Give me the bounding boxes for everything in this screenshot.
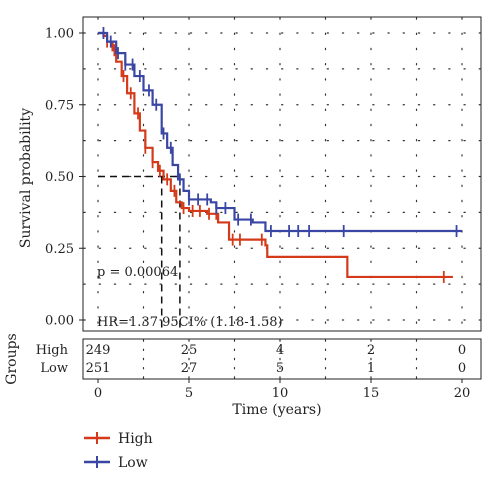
risk-value-low: 1 bbox=[367, 361, 375, 376]
grid bbox=[83, 17, 481, 331]
survival-curve-high bbox=[98, 31, 453, 279]
risk-value-low: 5 bbox=[276, 361, 284, 376]
y-tick-label: 0.25 bbox=[45, 242, 74, 257]
x-axis-label: Time (years) bbox=[232, 402, 321, 418]
risk-table-grid bbox=[142, 339, 418, 379]
risk-value-high: 4 bbox=[276, 343, 284, 358]
risk-table-title: Groups bbox=[4, 333, 20, 384]
risk-value-high: 2 bbox=[367, 343, 375, 358]
x-tick-label: 20 bbox=[454, 386, 471, 401]
y-axis-label: Survival probability bbox=[18, 108, 34, 248]
risk-value-low: 27 bbox=[181, 361, 198, 376]
legend: High Low bbox=[84, 431, 153, 471]
risk-value-low: 251 bbox=[86, 361, 111, 376]
pvalue-annotation: p = 0.00064 bbox=[97, 265, 178, 280]
risk-value-high: 0 bbox=[458, 343, 466, 358]
y-tick-label: 0.00 bbox=[45, 314, 74, 329]
y-tick-label: 0.75 bbox=[45, 98, 74, 113]
risk-row-label-high: High bbox=[36, 343, 69, 358]
y-tick-label: 0.50 bbox=[45, 170, 74, 185]
median-lines bbox=[98, 175, 181, 331]
x-tick-label: 0 bbox=[94, 386, 102, 401]
risk-value-high: 25 bbox=[181, 343, 198, 358]
x-tick-label: 15 bbox=[363, 386, 380, 401]
risk-value-high: 249 bbox=[86, 343, 111, 358]
risk-table-panel bbox=[82, 338, 482, 380]
x-tick-label: 10 bbox=[272, 386, 289, 401]
survival-curves bbox=[98, 27, 462, 283]
risk-row-label-low: Low bbox=[40, 361, 68, 376]
hr-annotation: HR=1.37 95CI% (1.18-1.58) bbox=[97, 315, 283, 330]
risk-table-values: 249 25 4 2 0 251 27 5 1 0 bbox=[86, 343, 467, 376]
legend-label-low: Low bbox=[118, 455, 148, 471]
risk-value-low: 0 bbox=[458, 361, 466, 376]
y-tick-label: 1.00 bbox=[45, 27, 74, 42]
legend-label-high: High bbox=[118, 431, 153, 447]
axis-ticks: 0.000.250.500.751.000 5 10 15 20 bbox=[45, 27, 470, 402]
x-tick-label: 5 bbox=[185, 386, 193, 401]
plot-panel bbox=[82, 16, 482, 332]
